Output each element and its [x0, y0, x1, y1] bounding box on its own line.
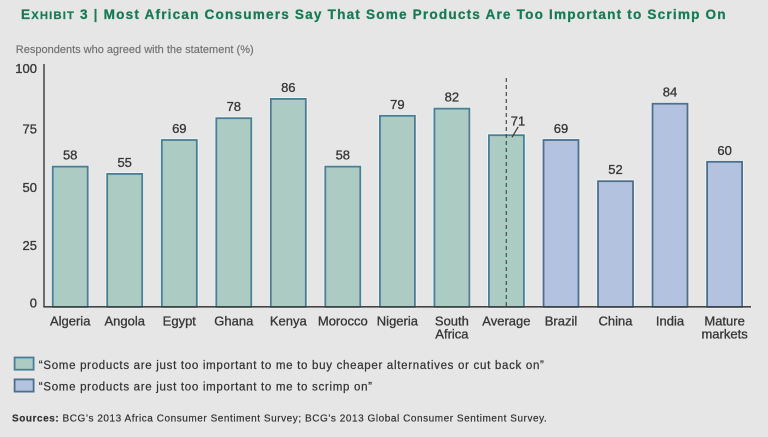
svg-text:“Some products are just too im: “Some products are just too important to… — [39, 382, 373, 394]
svg-text:100: 100 — [15, 61, 37, 76]
svg-text:82: 82 — [445, 90, 459, 105]
svg-text:Algeria: Algeria — [50, 314, 91, 329]
svg-text:Morocco: Morocco — [318, 314, 368, 329]
svg-text:55: 55 — [117, 155, 131, 170]
svg-text:India: India — [656, 314, 685, 329]
svg-text:50: 50 — [23, 180, 37, 195]
svg-text:Sources: BCG’s 2013 Africa Con: Sources: BCG’s 2013 Africa Consumer Sent… — [12, 414, 547, 425]
svg-text:Nigeria: Nigeria — [377, 314, 419, 329]
svg-text:China: China — [599, 314, 634, 329]
svg-text:Respondents who agreed with th: Respondents who agreed with the statemen… — [16, 44, 254, 56]
svg-text:Ghana: Ghana — [214, 314, 254, 329]
svg-text:Average: Average — [482, 314, 530, 329]
svg-text:Egypt: Egypt — [163, 314, 197, 329]
svg-text:69: 69 — [554, 121, 568, 136]
svg-text:Mature: Mature — [704, 314, 744, 329]
svg-text:Kenya: Kenya — [270, 314, 308, 329]
svg-text:58: 58 — [63, 148, 77, 163]
svg-text:60: 60 — [717, 143, 731, 158]
svg-text:“Some products are just too im: “Some products are just too important to… — [39, 360, 545, 372]
svg-text:South: South — [435, 314, 469, 329]
svg-text:86: 86 — [281, 80, 295, 95]
svg-text:52: 52 — [608, 162, 622, 177]
svg-text:79: 79 — [390, 97, 404, 112]
svg-text:Angola: Angola — [104, 314, 145, 329]
svg-text:Africa: Africa — [435, 327, 469, 342]
svg-text:58: 58 — [336, 148, 350, 163]
svg-text:markets: markets — [701, 327, 748, 342]
svg-text:25: 25 — [23, 238, 37, 253]
svg-text:0: 0 — [30, 295, 37, 310]
svg-text:EXHIBIT 3 | Most African Consu: EXHIBIT 3 | Most African Consumers Say T… — [21, 7, 727, 22]
svg-text:69: 69 — [172, 121, 186, 136]
svg-text:Brazil: Brazil — [545, 314, 578, 329]
svg-text:75: 75 — [23, 121, 37, 136]
svg-text:71: 71 — [511, 114, 525, 129]
svg-text:78: 78 — [227, 99, 241, 114]
svg-text:84: 84 — [663, 85, 677, 100]
